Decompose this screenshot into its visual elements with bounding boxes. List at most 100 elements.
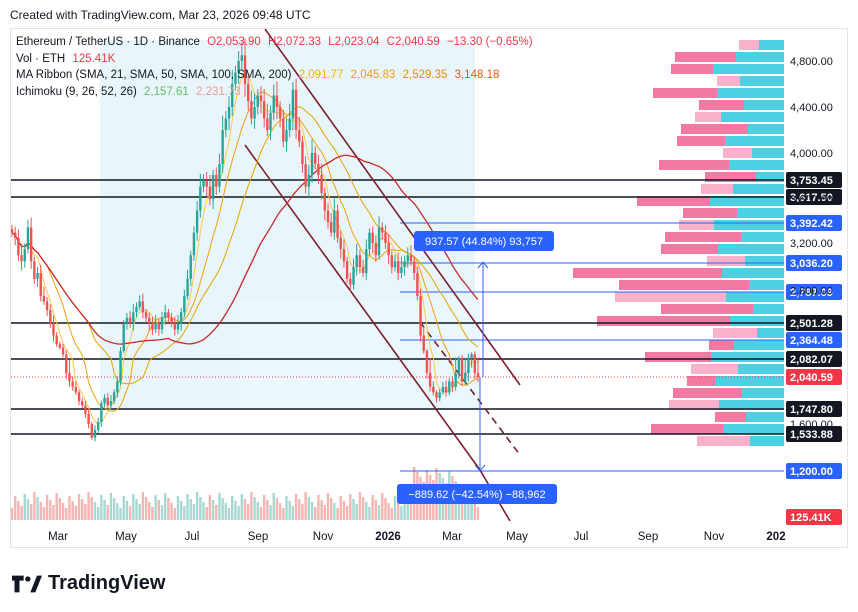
measure-label-box[interactable] (414, 231, 554, 251)
tradingview-logo-icon (12, 575, 42, 592)
volume-bar (183, 506, 186, 520)
candle-body (96, 421, 100, 431)
price-tag-label: 2,787.09 (790, 287, 833, 299)
volume-profile-bar (669, 400, 719, 410)
price-tag-label: 1,747.80 (790, 404, 833, 416)
candle-body (93, 430, 97, 438)
volume-profile-bar (573, 268, 722, 278)
volume-bar (192, 504, 196, 520)
y-tick-label: 3,600.00 (790, 194, 833, 206)
moving-average-line (11, 154, 479, 345)
price-tag[interactable] (786, 189, 842, 205)
candle-body (58, 344, 62, 348)
candle-body (470, 354, 473, 358)
brand-name: TradingView (48, 572, 166, 594)
volume-profile-bar (710, 196, 784, 206)
volume-profile-bar (695, 112, 721, 122)
candle-body (345, 261, 349, 279)
volume-bar (215, 505, 218, 520)
price-tag[interactable] (786, 332, 842, 348)
price-tag[interactable] (786, 426, 842, 442)
candle-body (323, 192, 326, 211)
volume-bar (310, 502, 314, 520)
volume-bar (339, 496, 342, 520)
volume-bar (132, 494, 135, 520)
price-tag[interactable] (786, 172, 842, 188)
candle-body (208, 186, 212, 200)
price-tag[interactable] (786, 509, 842, 525)
candle-body (355, 255, 358, 268)
legend-row-ichimoku: Ichimoku (9, 26, 52, 26) 2,157.61 2,231.… (16, 84, 537, 101)
volume-profile-bar (736, 52, 784, 62)
volume-profile-bar (705, 172, 756, 182)
candle-body (103, 397, 106, 404)
price-tag[interactable] (786, 401, 842, 417)
candle-body (253, 107, 256, 119)
price-tag[interactable] (786, 351, 842, 367)
candle-body (36, 273, 39, 279)
price-tag[interactable] (786, 315, 842, 331)
candle-body (186, 278, 189, 297)
candle-body (365, 249, 368, 274)
volume-profile-bar (744, 100, 784, 110)
candle-body (23, 249, 26, 262)
volume-bar (368, 507, 371, 520)
volume-bar (179, 501, 183, 520)
candle-body (26, 227, 30, 250)
volume-profile-bar (739, 40, 759, 50)
volume-profile-bar (651, 424, 723, 434)
volume-bar (269, 505, 272, 520)
candle-body (317, 163, 320, 175)
volume-bar (256, 502, 259, 520)
volume-bar (323, 505, 326, 520)
candle-body (342, 249, 346, 262)
volume-label[interactable]: Vol · ETH (16, 52, 66, 65)
ichimoku-span-a: 2,157.61 (144, 85, 189, 98)
price-tag[interactable] (786, 215, 842, 231)
volume-bar (352, 499, 355, 520)
volume-bar (109, 493, 113, 520)
candle-body (17, 237, 20, 256)
price-tag[interactable] (786, 255, 842, 271)
volume-bar (476, 507, 480, 520)
channel-lower-line[interactable] (244, 144, 481, 471)
candle-body (138, 301, 141, 307)
candle-body (285, 130, 288, 142)
volume-bar (13, 496, 17, 520)
volume-bar (320, 500, 323, 520)
chart-frame (10, 28, 848, 548)
volume-bar (275, 498, 279, 520)
price-tag[interactable] (786, 369, 842, 385)
candle-body (154, 323, 157, 330)
candle-body (476, 372, 480, 378)
candle-body (428, 372, 432, 387)
candle-body (112, 392, 116, 402)
volume-profile-bar (748, 124, 784, 134)
volume-bar (160, 505, 164, 520)
price-tag[interactable] (786, 463, 842, 479)
channel-upper-line[interactable] (264, 29, 521, 386)
volume-bar (154, 495, 157, 520)
channel-mid-line[interactable] (419, 321, 521, 456)
symbol-name[interactable]: Ethereum / TetherUS · 1D · Binance (16, 36, 200, 48)
volume-profile-bar (718, 244, 784, 254)
candle-body (314, 153, 317, 164)
volume-bar (231, 496, 234, 520)
y-tick-label: 4,400.00 (790, 102, 833, 114)
price-tag[interactable] (786, 284, 842, 300)
volume-bar (333, 503, 336, 520)
y-tick-label: 4,000.00 (790, 148, 833, 160)
volume-bar (96, 507, 100, 520)
candle-body (326, 210, 330, 223)
volume-bar (314, 507, 317, 520)
candle-body (224, 118, 228, 130)
volume-bar (119, 508, 122, 520)
measure-label-box[interactable] (397, 484, 557, 504)
price-tag-label: 3,617.50 (790, 192, 833, 204)
ma-ribbon-label[interactable]: MA Ribbon (SMA, 21, SMA, 50, SMA, 100, S… (16, 69, 292, 81)
candle-body (400, 267, 403, 274)
volume-profile-bar (701, 184, 733, 194)
volume-bar (243, 499, 247, 520)
ichimoku-label[interactable]: Ichimoku (9, 26, 52, 26) (16, 85, 137, 98)
